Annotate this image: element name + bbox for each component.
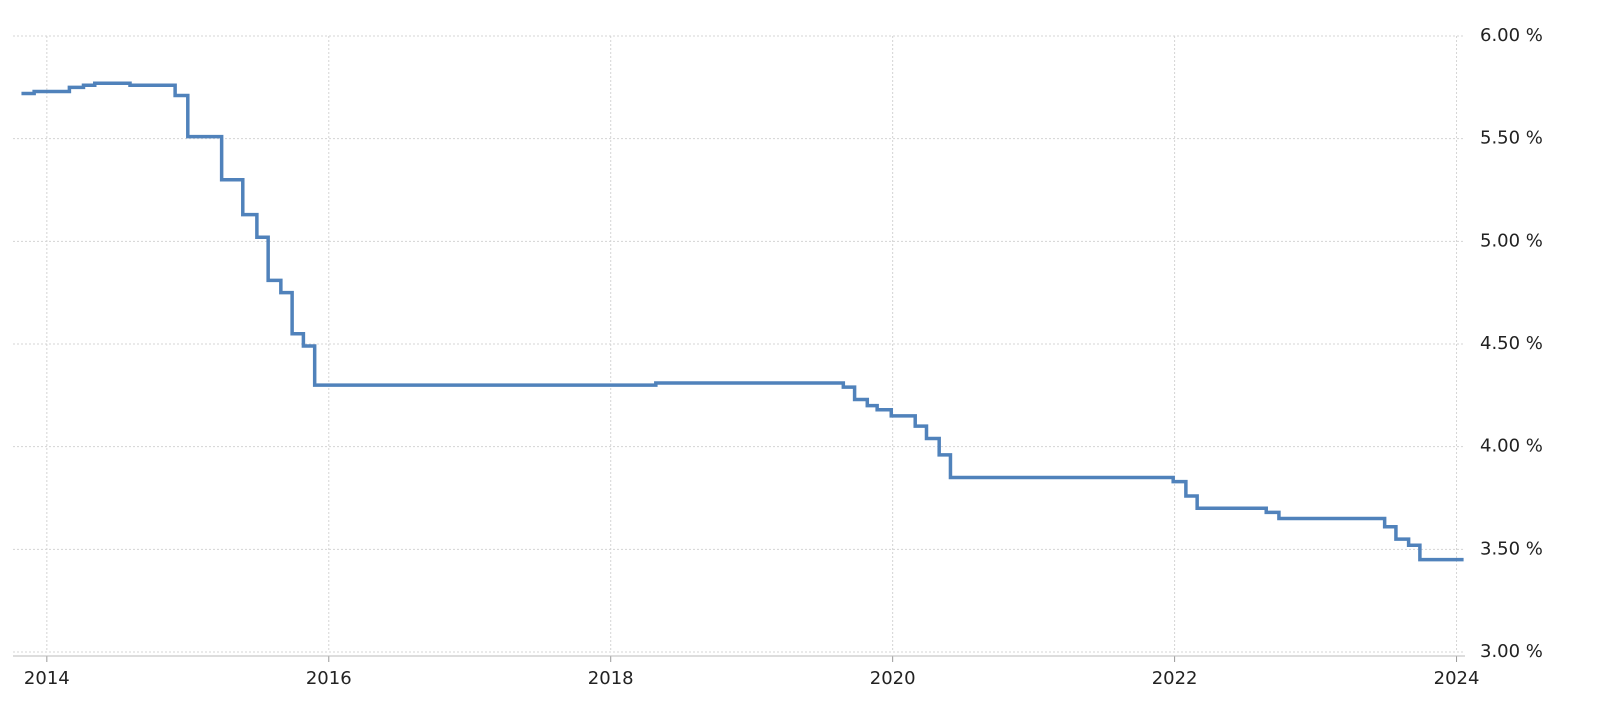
x-tick-label: 2022	[1152, 668, 1198, 689]
x-tick-label: 2016	[306, 668, 352, 689]
x-tick-label: 2018	[588, 668, 634, 689]
y-tick-label: 3.50 %	[1480, 538, 1543, 559]
y-tick-label: 4.00 %	[1480, 436, 1543, 457]
x-tick-label: 2020	[870, 668, 916, 689]
y-tick-label: 4.50 %	[1480, 333, 1543, 354]
data-line	[21, 81, 1464, 562]
y-tick-label: 3.00 %	[1480, 641, 1543, 662]
x-tick-label: 2014	[24, 668, 70, 689]
x-tick-label: 2024	[1434, 668, 1480, 689]
y-tick-label: 6.00 %	[1480, 25, 1543, 46]
y-tick-label: 5.00 %	[1480, 230, 1543, 251]
y-tick-label: 5.50 %	[1480, 128, 1543, 149]
